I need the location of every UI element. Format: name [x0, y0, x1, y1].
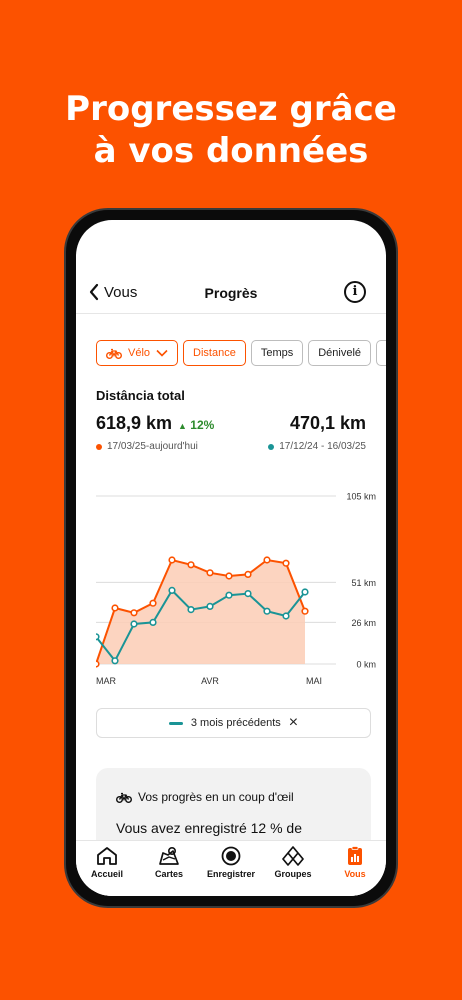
previous-point	[225, 591, 233, 599]
tab-label: Groupes	[274, 869, 312, 879]
current-range: 17/03/25-aujourd'hui	[96, 441, 198, 452]
filter-chip-distance[interactable]: Distance	[183, 340, 246, 366]
change-badge: ▲ 12%	[178, 418, 214, 432]
previous-point	[92, 633, 100, 641]
current-point	[206, 569, 214, 577]
x-tick-label: AVR	[201, 676, 219, 686]
bike-icon	[106, 348, 122, 359]
current-point	[244, 570, 252, 578]
x-tick-label: MAR	[96, 676, 117, 686]
tab-vous[interactable]: Vous	[324, 841, 386, 896]
bike-icon	[116, 792, 132, 803]
change-value: 12%	[190, 418, 215, 432]
current-point	[263, 556, 271, 564]
y-tick-label: 0 km	[356, 660, 376, 670]
insight-title: Vos progrès en un coup d'œil	[138, 790, 294, 804]
chevron-down-icon	[156, 349, 168, 357]
current-point	[111, 604, 119, 612]
tab-label: Cartes	[154, 869, 183, 879]
current-point	[301, 607, 309, 615]
tab-label: Vous	[344, 869, 366, 879]
arrow-up-icon: ▲	[178, 421, 187, 431]
filter-chip-label: Distance	[193, 347, 236, 359]
filter-chip-elevation[interactable]: Dénivelé	[308, 340, 372, 366]
previous-point	[130, 620, 138, 628]
current-point	[225, 572, 233, 580]
record-icon	[221, 846, 241, 866]
tab-cartes[interactable]: Cartes	[138, 841, 200, 896]
metric-title: Distância total	[96, 388, 185, 403]
distance-chart: 105 km 51 km 26 km 0 km MAR AVR MAI	[92, 482, 376, 697]
chart-svg: 105 km 51 km 26 km 0 km MAR AVR MAI	[92, 492, 376, 686]
page-title: Progrès	[204, 285, 258, 301]
back-button[interactable]: Vous	[88, 283, 137, 301]
back-label: Vous	[104, 283, 138, 301]
previous-point	[168, 586, 176, 594]
filter-chips: Vélo Distance Temps Dénivelé Di	[96, 340, 386, 368]
filter-chip-sport[interactable]: Vélo	[96, 340, 179, 366]
filter-chip-label: Vélo	[128, 347, 151, 359]
previous-point	[206, 602, 214, 610]
filter-chip-more[interactable]: Di	[376, 340, 386, 366]
previous-point	[111, 657, 119, 665]
previous-point	[187, 605, 195, 614]
insight-header: Vos progrès en un coup d'œil	[116, 790, 294, 804]
previous-dot-icon	[268, 443, 275, 450]
filter-chip-label: Temps	[260, 347, 294, 359]
phone-screen: Vous Progrès i Vélo Distance Temps Dénivel…	[76, 220, 386, 896]
current-point	[92, 660, 100, 668]
y-tick-label: 26 km	[351, 618, 376, 628]
current-point	[149, 599, 157, 607]
tab-enregistrer[interactable]: Enregistrer	[200, 841, 262, 896]
filter-chip-label: Dénivelé	[318, 347, 362, 359]
insight-body: Vous avez enregistré 12 % de	[116, 820, 303, 836]
previous-point	[301, 588, 309, 596]
you-icon	[348, 846, 362, 865]
headline-line-2: à vos données	[93, 131, 369, 171]
close-icon[interactable]: ×	[288, 714, 299, 731]
headline: Progressez grâce à vos données	[0, 88, 462, 172]
current-point	[130, 609, 138, 617]
current-value: 618,9 km	[96, 413, 173, 433]
previous-point	[149, 618, 157, 626]
tab-label: Accueil	[90, 869, 123, 879]
groups-icon	[282, 846, 304, 866]
previous-period-toggle[interactable]: 3 mois précédents ×	[96, 708, 371, 738]
current-range-text: 17/03/25-aujourd'hui	[107, 441, 198, 452]
current-area	[96, 560, 305, 664]
info-icon[interactable]: i	[344, 281, 366, 303]
current-dot-icon	[96, 443, 102, 450]
phone-frame: Vous Progrès i Vélo Distance Temps Dénivel…	[64, 208, 398, 908]
y-tick-label: 105 km	[346, 492, 376, 502]
previous-period-label: 3 mois précédents	[190, 717, 281, 729]
tab-label: Enregistrer	[206, 869, 256, 879]
chevron-left-icon	[89, 283, 99, 301]
home-icon	[97, 847, 117, 865]
filter-chip-time[interactable]: Temps	[250, 340, 304, 366]
previous-point	[244, 589, 252, 598]
previous-range: 17/12/24 - 16/03/25	[268, 441, 366, 452]
previous-point	[282, 612, 290, 620]
current-point	[168, 556, 176, 564]
nav-divider	[76, 313, 386, 314]
previous-range-text: 17/12/24 - 16/03/25	[279, 441, 366, 452]
current-point	[282, 559, 290, 567]
legend-line-icon	[168, 721, 183, 725]
bottom-tab-bar: Accueil Cartes Enregistrer Groupes Vous	[76, 840, 386, 896]
tab-accueil[interactable]: Accueil	[76, 841, 138, 896]
headline-line-1: Progressez grâce	[65, 89, 397, 129]
map-icon	[159, 846, 179, 865]
previous-point	[263, 607, 271, 615]
tab-groupes[interactable]: Groupes	[262, 841, 324, 896]
x-tick-label: MAI	[306, 676, 322, 686]
y-tick-label: 51 km	[351, 578, 376, 588]
previous-value: 470,1 km	[289, 413, 366, 433]
top-nav: Vous Progrès i	[76, 275, 386, 315]
current-point	[187, 561, 195, 569]
